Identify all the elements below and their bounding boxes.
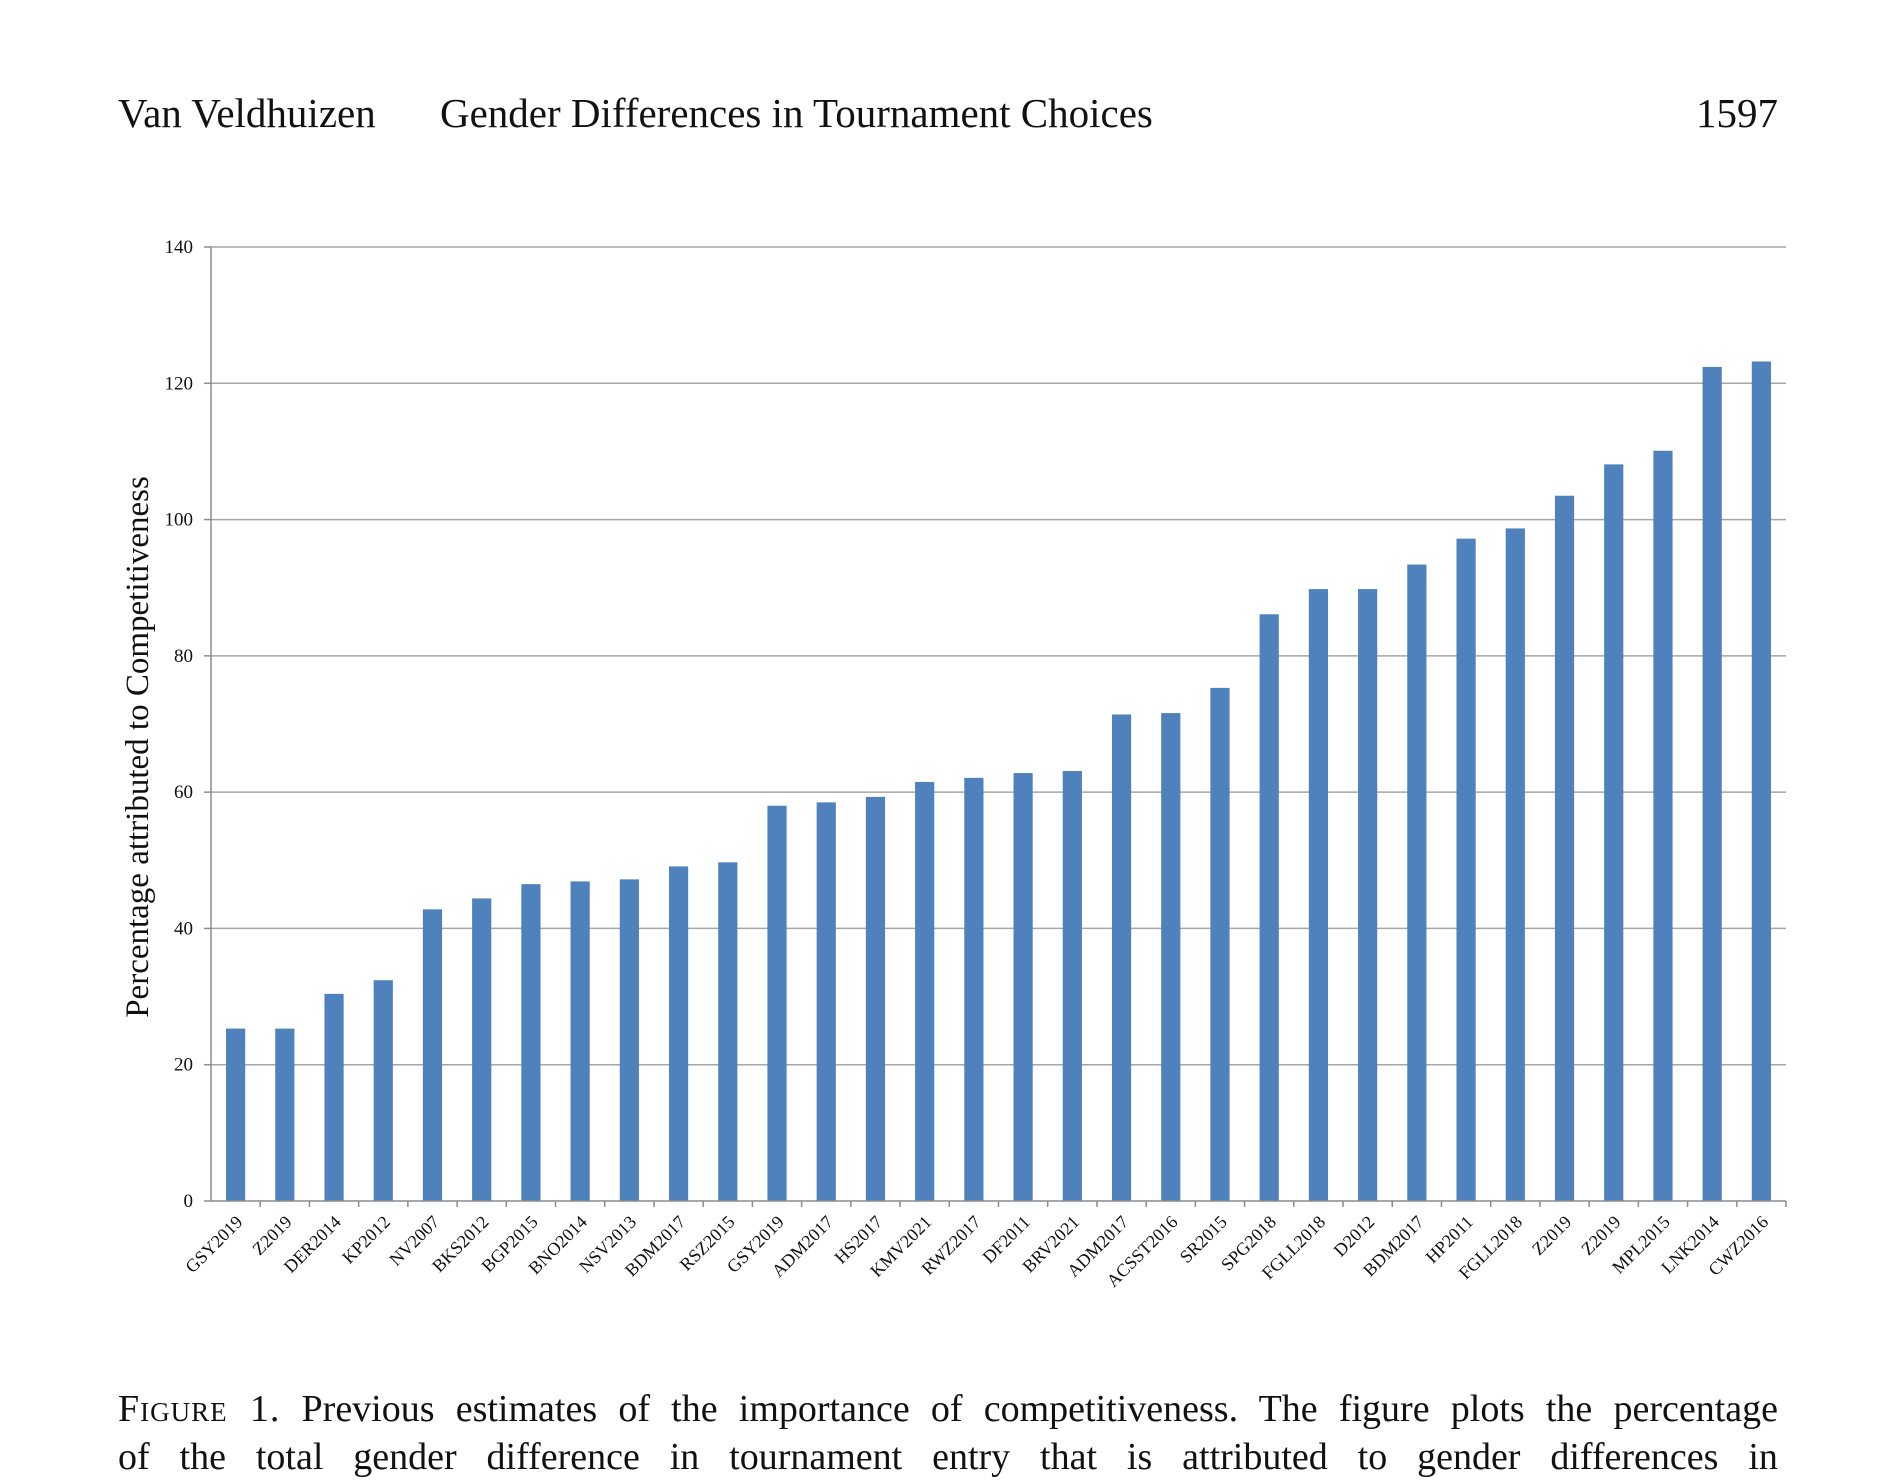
y-tick-label: 120 [165, 373, 194, 394]
caption-word: gender [353, 1436, 457, 1478]
bar [1062, 771, 1082, 1201]
x-tick-label: GSY2019 [181, 1212, 246, 1277]
bar [964, 777, 984, 1201]
x-axis: GSY2019 Z2019DER2014KP2012NV2007BKS2012BG… [181, 1200, 1787, 1291]
y-tick-label: 80 [174, 646, 193, 667]
running-head-title: Gender Differences in Tournament Choices [440, 90, 1153, 136]
bar [1161, 713, 1181, 1201]
caption-word: in [669, 1436, 700, 1478]
caption-word: in [1748, 1436, 1778, 1478]
running-head-author: Van Veldhuizen [118, 90, 376, 136]
bar-chart: 0 20 40 60 80 100 120 140 GSY2019 Z2019DER2014KP… [120, 237, 1787, 1291]
y-axis: 0 20 40 60 80 100 120 140 [165, 237, 212, 1212]
y-tick-label: 20 [174, 1055, 193, 1076]
bar [668, 866, 689, 1201]
caption-word: entry [932, 1436, 1011, 1478]
figure-label: Figure 1. [118, 1388, 281, 1430]
x-tick-label: Z2019 [248, 1212, 295, 1259]
figure-caption: Figure 1. Previous estimates of the impo… [118, 1385, 1778, 1481]
y-axis-label: Percentage attributed to Competitiveness [120, 476, 156, 1018]
bar [1751, 361, 1771, 1202]
bar [915, 781, 935, 1201]
bar [767, 805, 787, 1201]
caption-word: to [1357, 1436, 1388, 1478]
bar [472, 898, 492, 1201]
y-tick-label: 60 [174, 782, 193, 803]
bar [865, 796, 886, 1201]
x-tick-label: KP2012 [338, 1212, 394, 1268]
bar [1259, 614, 1279, 1201]
bar [1407, 564, 1427, 1201]
caption-word: is [1126, 1436, 1153, 1478]
figure-1: 0 20 40 60 80 100 120 140 GSY2019 Z2019 DER2014 KP… [120, 237, 1787, 1291]
caption-line-2: of the total gender difference in tournament en… [118, 1433, 1778, 1481]
caption-word: differences [1550, 1436, 1719, 1478]
caption-word: gender [1417, 1436, 1521, 1478]
bar [1456, 538, 1476, 1201]
bar [1653, 450, 1673, 1201]
bar [422, 909, 443, 1201]
bar [816, 802, 836, 1201]
bar [1604, 464, 1624, 1201]
bar [1358, 589, 1378, 1201]
bar [1702, 366, 1722, 1202]
gridlines [211, 246, 1786, 1066]
bar [373, 980, 393, 1201]
bar [1013, 773, 1033, 1201]
bar [324, 993, 344, 1201]
y-tick-label: 140 [165, 237, 194, 258]
y-tick-label: 40 [174, 918, 193, 939]
bar [570, 881, 590, 1201]
y-tick-label: 0 [184, 1191, 194, 1212]
bar [226, 1028, 246, 1201]
bar [521, 884, 541, 1201]
caption-word: difference [486, 1436, 640, 1478]
x-tick-label: Z2019 [1528, 1212, 1575, 1259]
bar [1210, 687, 1230, 1201]
caption-word: that [1040, 1436, 1098, 1478]
bar [619, 879, 639, 1201]
caption-text-1: Previous estimates of the importance of … [301, 1388, 1779, 1430]
page-number: 1597 [1696, 90, 1778, 136]
bars [226, 361, 1771, 1202]
bar [1308, 589, 1329, 1201]
caption-word: the [179, 1436, 226, 1478]
bar [718, 862, 738, 1201]
bar [1111, 714, 1132, 1201]
bar [1554, 495, 1575, 1201]
x-tick-label: Z2019 [1577, 1212, 1624, 1259]
caption-line-1: Figure 1. Previous estimates of the impo… [118, 1385, 1778, 1433]
caption-word: of [118, 1436, 150, 1478]
y-tick-label: 100 [165, 510, 194, 531]
running-head: Van Veldhuizen Gender Differences in Tou… [118, 88, 1778, 138]
caption-word: attributed [1182, 1436, 1328, 1478]
caption-word: tournament [729, 1436, 903, 1478]
bar [275, 1028, 295, 1201]
caption-word: total [255, 1436, 324, 1478]
bar [1505, 528, 1525, 1201]
